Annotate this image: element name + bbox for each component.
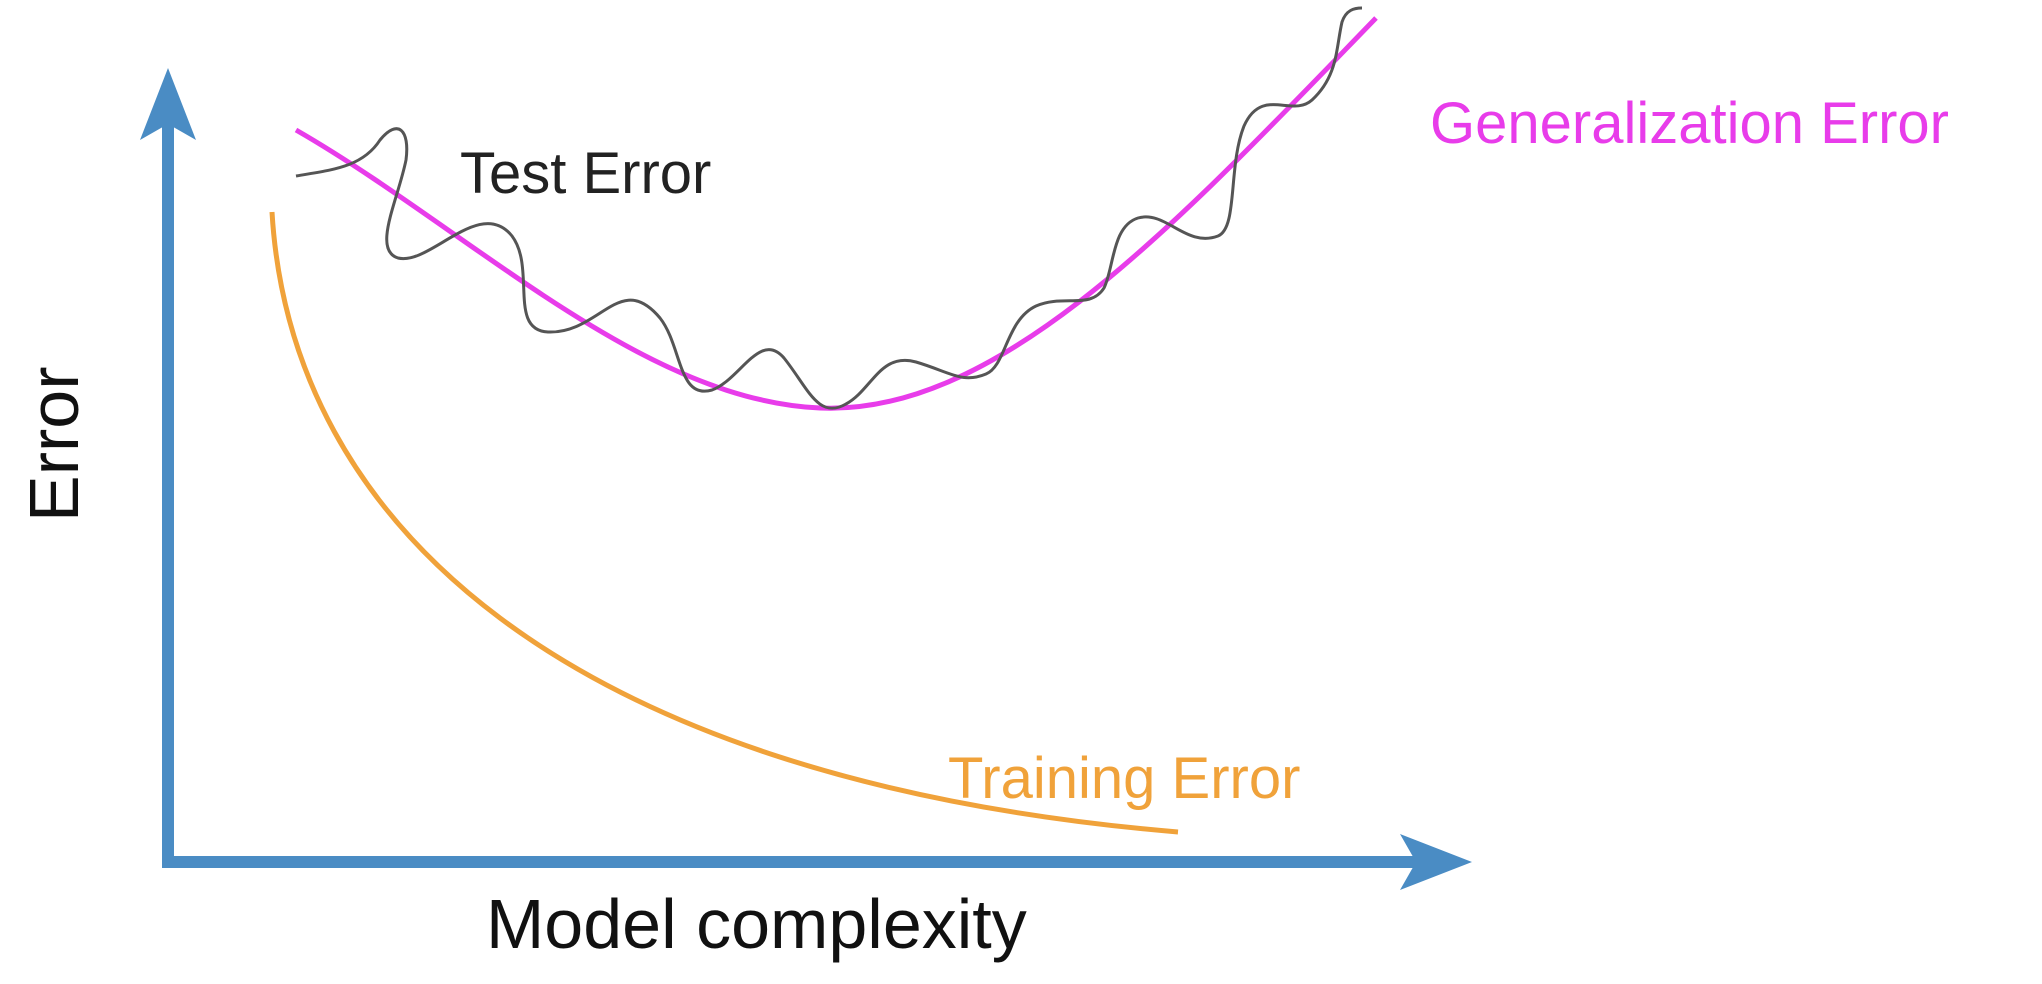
generalization-error-label: Generalization Error <box>1430 91 1949 156</box>
y-axis-arrowhead <box>140 68 196 140</box>
x-axis-arrowhead <box>1400 834 1472 890</box>
test-error-curve <box>295 6 1363 410</box>
y-axis-label: Error <box>15 366 93 522</box>
training-error-curve <box>269 211 1179 835</box>
training-error-label: Training Error <box>948 746 1300 811</box>
x-axis-label: Model complexity <box>486 885 1027 963</box>
test-error-label: Test Error <box>460 141 711 206</box>
generalization-error-curve <box>294 16 1378 411</box>
